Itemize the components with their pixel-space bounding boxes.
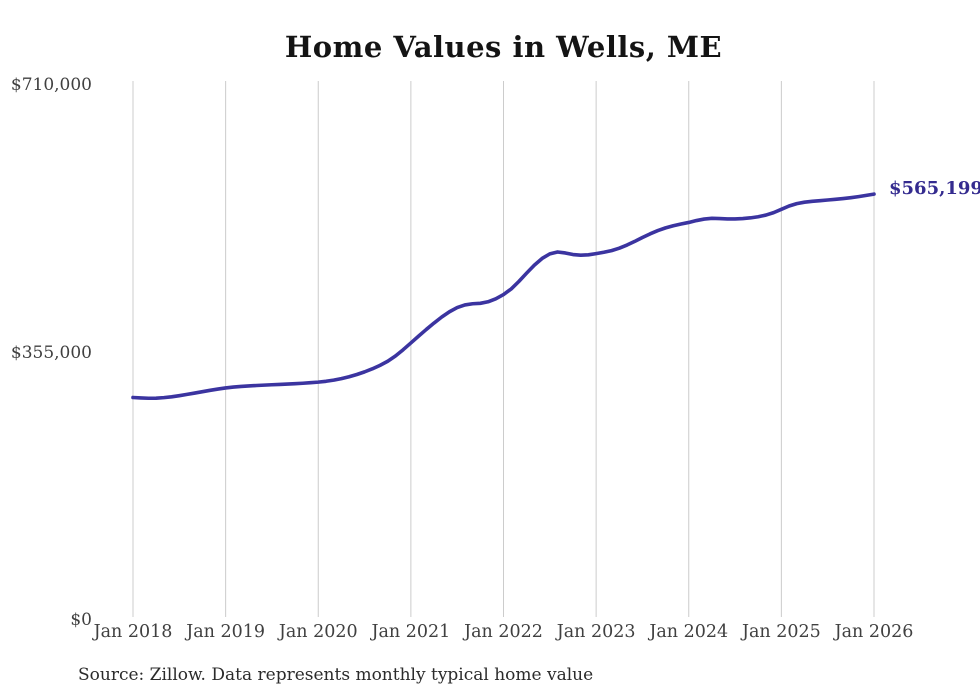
x-axis-tick-label: Jan 2024 xyxy=(649,622,729,642)
latest-value-label: $565,199 xyxy=(889,178,980,199)
y-axis-tick-label: $355,000 xyxy=(10,342,92,363)
source-note: Source: Zillow. Data represents monthly … xyxy=(78,665,594,685)
chart-title: Home Values in Wells, ME xyxy=(284,30,723,64)
x-axis-tick-label: Jan 2025 xyxy=(741,622,821,642)
y-axis-tick-label: $710,000 xyxy=(10,75,92,95)
x-axis-tick-label: Jan 2021 xyxy=(371,622,451,642)
x-axis-tick-label: Jan 2019 xyxy=(186,622,266,642)
y-axis-tick-label: $0 xyxy=(70,610,92,630)
x-axis-tick-label: Jan 2022 xyxy=(464,622,543,642)
home-value-line xyxy=(131,192,876,401)
x-axis-tick-label: Jan 2020 xyxy=(278,622,358,642)
x-axis-tick-label: Jan 2026 xyxy=(834,622,914,642)
x-axis-tick-label: Jan 2023 xyxy=(556,622,636,642)
x-axis-tick-label: Jan 2018 xyxy=(93,622,173,642)
